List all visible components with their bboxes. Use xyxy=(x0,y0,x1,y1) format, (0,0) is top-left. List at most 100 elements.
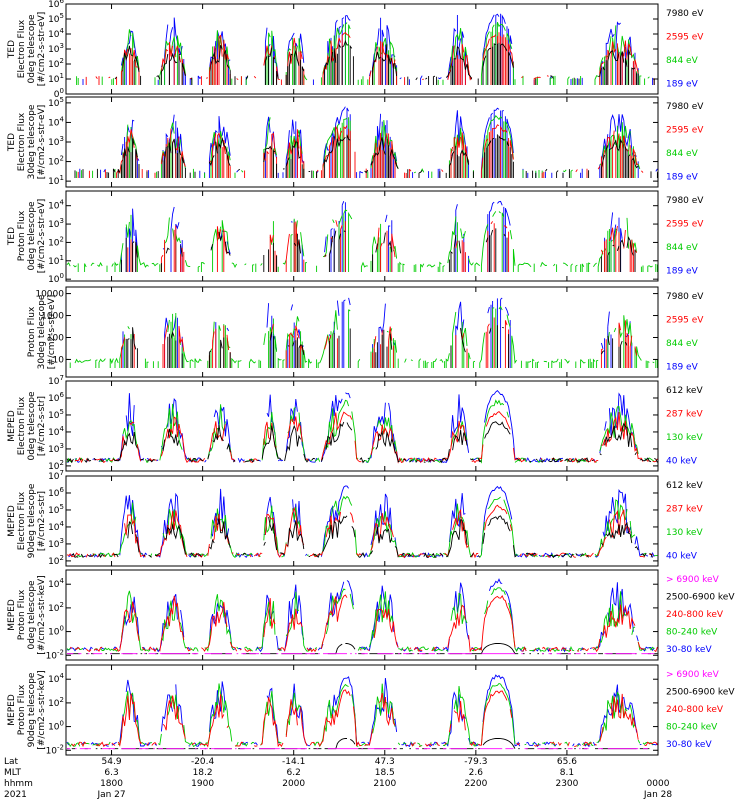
panel-3-ytick-label-2: 102 xyxy=(48,235,64,248)
panel-1-legend-4: 189 eV xyxy=(666,80,699,90)
panel-1-series-2 xyxy=(85,32,655,85)
panel-3-legend-4: 189 eV xyxy=(666,267,699,277)
panel-5-series-3 xyxy=(66,399,655,464)
panel-2-series-3 xyxy=(77,116,650,178)
panel-3-legend-2: 2595 eV xyxy=(666,220,704,230)
panel-6-legend-2: 287 keV xyxy=(666,505,703,515)
panel-4-series-2 xyxy=(120,317,638,368)
panel-1-ylabel-4: [#/cm2-s-str-eV] xyxy=(37,12,47,87)
xtick-2000-hhmm: 2000 xyxy=(282,779,305,789)
panel-4-ytick-label-1: 100 xyxy=(47,333,64,343)
panel-7-series xyxy=(67,579,657,654)
panel-2-ylabel-3: 30deg telescope xyxy=(27,104,37,179)
panel-6-ylabel-3: 90deg telescope xyxy=(27,483,37,558)
xtick-1800-mlt: 6.3 xyxy=(104,768,118,778)
panel-7-legend-2: 2500-6900 keV xyxy=(666,593,735,603)
panel-2-ylabel-2: Electron Flux xyxy=(17,112,27,171)
panel-8-ytick-label-0: 10-2 xyxy=(46,743,64,756)
panel-6-legend-4: 40 keV xyxy=(666,552,698,562)
panel-8-series-3 xyxy=(71,689,658,748)
panel-4-ytick-label-2: 1000 xyxy=(41,312,64,322)
panel-8-legend-1: > 6900 keV xyxy=(666,670,720,680)
xtick-1900-mlt: 18.2 xyxy=(193,768,213,778)
panel-2-legend-4: 189 eV xyxy=(666,173,699,183)
panel-1-legend-3: 844 eV xyxy=(666,56,699,66)
series-layer xyxy=(66,13,658,749)
panel-6-legend-3: 130 keV xyxy=(666,528,703,538)
panel-6-legend-1: 612 keV xyxy=(666,481,703,491)
xtick-2300-mlt: 8.1 xyxy=(560,768,574,778)
panel-8-legend-3: 240-800 keV xyxy=(666,705,724,715)
panel-2-ytick-label-3: 104 xyxy=(48,115,64,128)
panel-3-series-3 xyxy=(66,209,658,272)
panel-8-legend-4: 80-240 keV xyxy=(666,723,718,733)
panel-1-legend-2: 2595 eV xyxy=(666,33,704,43)
panel-8-ylabel-4: [#/cm2-s-str-keV] xyxy=(37,670,47,749)
panel-1-ytick-label-6: 106 xyxy=(48,0,64,10)
panel-3-ytick-label-0: 100 xyxy=(48,272,64,285)
panel-3-series-2 xyxy=(127,220,637,272)
panel-6-series-4 xyxy=(69,486,658,557)
panel-3-ytick-label-3: 103 xyxy=(48,217,64,230)
panel-5-series-4 xyxy=(67,391,656,463)
panel-3-ytick-label-1: 101 xyxy=(48,254,64,267)
panel-4-legend-3: 844 eV xyxy=(666,339,699,349)
panel-6-ytick-label-1: 103 xyxy=(48,537,64,550)
panel-4-ylabel-3: [#/cm2-s-str-eV] xyxy=(47,295,57,370)
panel-8-ylabel-1: MEPED xyxy=(7,694,17,726)
panel-3-frame xyxy=(65,190,659,282)
panel-7-legend-5: 30-80 keV xyxy=(666,645,712,655)
panel-5-plot xyxy=(66,391,658,464)
panel-7-series-5 xyxy=(67,579,657,651)
panel-4-ytick-label-0: 10 xyxy=(53,355,65,365)
panel-6-series-2 xyxy=(67,505,657,557)
axes-layer xyxy=(65,3,659,756)
panel-2-plot xyxy=(74,106,658,178)
panel-1-plot xyxy=(77,13,655,85)
xtick-1800-lat: 54.9 xyxy=(102,757,122,767)
panel-7-ytick-label-1: 100 xyxy=(48,625,64,638)
panel-3-series xyxy=(66,200,658,272)
panel-2-legend-2: 2595 eV xyxy=(666,126,704,136)
panel-1-series-3 xyxy=(77,22,655,85)
panel-4-ylabel-1: Proton Flux xyxy=(27,306,37,357)
panel-7-ytick-label-0: 10-2 xyxy=(46,648,64,661)
panel-5-ytick-label-1: 103 xyxy=(48,442,64,455)
panel-1-series-4 xyxy=(82,13,654,85)
panel-1-ytick-label-0: 00 xyxy=(54,87,64,100)
panel-3-series-1 xyxy=(120,228,636,272)
xtick-2100-mlt: 18.5 xyxy=(375,768,395,778)
panel-8-series-5 xyxy=(66,674,658,748)
panel-2-ytick-label-4: 105 xyxy=(48,96,64,109)
panel-7-ylabel-1: MEPED xyxy=(7,599,17,631)
panel-7-frame xyxy=(65,569,659,661)
panel-5-ylabel-2: Electron Flux xyxy=(17,396,27,455)
panel-8-plot xyxy=(66,674,658,749)
xtick-2400-hhmm: 0000 xyxy=(647,779,670,789)
panel-5-legend-1: 612 keV xyxy=(666,386,703,396)
panel-5-ylabel-4: [#/cm2-s-str] xyxy=(37,396,47,456)
xtick-1900-lat: -20.4 xyxy=(191,757,215,767)
panel-6-series-1 xyxy=(72,516,658,558)
panel-6-ytick-label-0: 102 xyxy=(48,554,64,567)
panel-5-ytick-label-2: 104 xyxy=(48,425,64,438)
panel-1-legend-1: 7980 eV xyxy=(666,9,704,19)
panel-6-ytick-label-3: 105 xyxy=(48,503,64,516)
panel-3-plot xyxy=(66,200,658,272)
panel-5-ylabel-1: MEPED xyxy=(7,410,17,442)
xtick-1800-date: Jan 27 xyxy=(96,790,125,800)
panel-8-legend-2: 2500-6900 keV xyxy=(666,688,735,698)
panel-3-ylabel-4: [#/cm2-s-str-eV] xyxy=(37,199,47,274)
panel-7-legend-3: 240-800 keV xyxy=(666,610,724,620)
panel-1-ytick-label-1: 101 xyxy=(48,72,64,85)
panel-1-ytick-label-4: 104 xyxy=(48,27,64,40)
panel-1-ytick-label-2: 102 xyxy=(48,57,64,70)
panel-5-ytick-label-3: 105 xyxy=(48,408,64,421)
panel-7-legend-1: > 6900 keV xyxy=(666,575,720,585)
panel-4-legend-2: 2595 eV xyxy=(666,316,704,326)
panel-6-frame xyxy=(65,475,659,567)
panel-8-ytick-label-1: 100 xyxy=(48,720,64,733)
panel-4-frame xyxy=(65,286,659,378)
xtick-2000-mlt: 6.2 xyxy=(287,768,301,778)
